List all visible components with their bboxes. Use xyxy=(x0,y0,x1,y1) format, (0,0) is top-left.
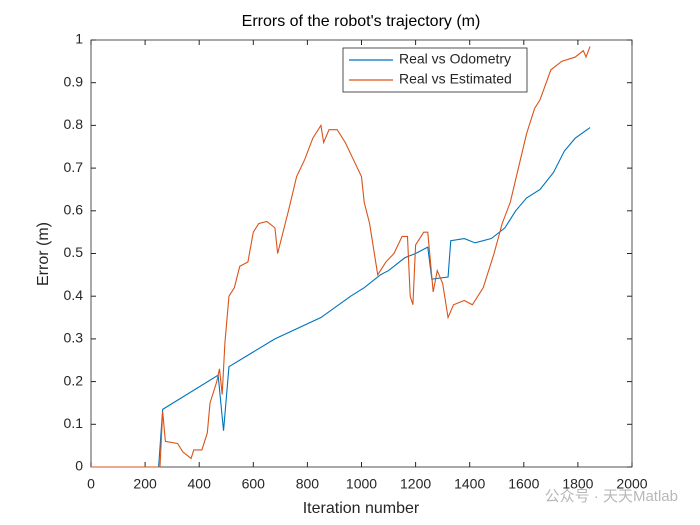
legend-label: Real vs Odometry xyxy=(399,51,511,67)
y-tick-label: 0.2 xyxy=(64,372,84,388)
y-tick-label: 0.5 xyxy=(64,244,84,260)
y-tick-label: 0.6 xyxy=(64,202,84,218)
y-tick-label: 0.8 xyxy=(64,116,84,132)
y-tick-label: 0.3 xyxy=(64,330,84,346)
legend-box xyxy=(342,47,528,93)
x-tick-label: 1800 xyxy=(562,476,593,492)
x-tick-label: 0 xyxy=(87,476,95,492)
x-tick-label: 200 xyxy=(133,476,157,492)
y-tick-label: 0.4 xyxy=(64,287,84,303)
watermark: 公众号 · 天天Matlab xyxy=(545,488,678,505)
x-tick-label: 1200 xyxy=(400,476,431,492)
x-tick-label: 400 xyxy=(188,476,212,492)
x-axis-label: Iteration number xyxy=(303,500,420,517)
y-tick-label: 0.1 xyxy=(64,415,84,431)
series-line xyxy=(91,46,591,468)
x-tick-label: 1000 xyxy=(346,476,377,492)
x-tick-label: 800 xyxy=(296,476,320,492)
series-line xyxy=(91,127,591,468)
chart-title: Errors of the robot's trajectory (m) xyxy=(242,13,481,30)
y-tick-label: 0.9 xyxy=(64,73,84,89)
x-tick-label: 2000 xyxy=(616,476,647,492)
y-tick-label: 0 xyxy=(75,458,83,474)
x-tick-label: 1600 xyxy=(508,476,539,492)
y-tick-label: 1 xyxy=(75,31,83,47)
x-tick-label: 600 xyxy=(242,476,266,492)
x-tick-label: 1400 xyxy=(454,476,485,492)
legend-label: Real vs Estimated xyxy=(399,71,512,87)
y-axis-label: Error (m) xyxy=(35,222,52,286)
y-tick-label: 0.7 xyxy=(64,159,84,175)
